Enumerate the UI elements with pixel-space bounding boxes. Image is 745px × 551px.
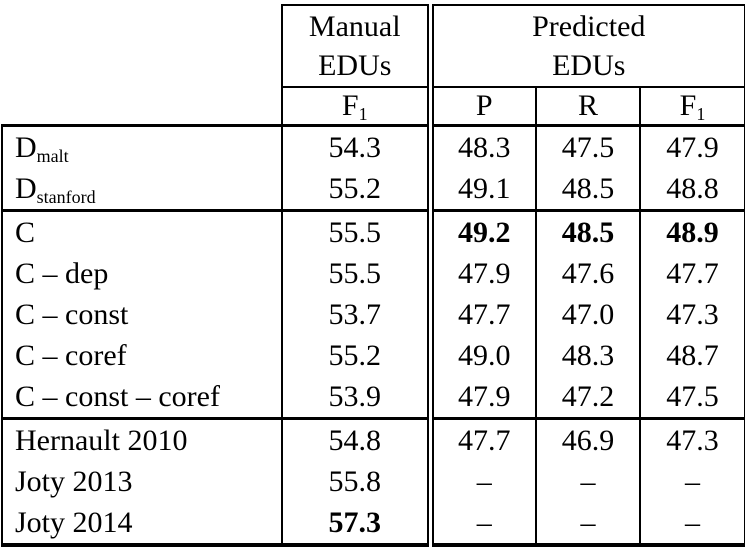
metric-header-cell: F1 <box>639 86 745 127</box>
value-cell: – <box>426 502 537 547</box>
row-label: C <box>1 209 283 253</box>
manual-header-line1: Manual <box>308 10 401 43</box>
text-main: F <box>341 89 359 122</box>
blank-metric-cell <box>2 87 282 127</box>
row-label: C – dep <box>1 253 283 294</box>
text-main: C – dep <box>15 256 109 290</box>
value-cell: – <box>535 502 641 547</box>
table-row: C – coref 55.2 49.0 48.3 48.7 <box>1 335 745 376</box>
table-row: Joty 2014 57.3– – – <box>1 502 745 547</box>
text-main: Joty 2013 <box>15 464 133 498</box>
manual-header-line2: EDUs <box>318 49 392 82</box>
value-cell: 53.9 <box>281 376 431 419</box>
value-cell: 55.5 <box>281 253 431 294</box>
row-label-subscript: stanford <box>36 186 96 207</box>
value-cell: – <box>639 502 745 547</box>
row-label: C – coref <box>1 335 283 376</box>
value-cell: 57.3 <box>281 502 431 547</box>
manual-edus-header: Manual EDUs <box>281 4 431 88</box>
value-cell: – <box>639 461 745 502</box>
group-header-row: Manual EDUs Predicted EDUs <box>2 4 745 88</box>
text-main: C – const – coref <box>15 379 220 413</box>
text-main: C <box>15 215 36 249</box>
value-cell: 47.9 <box>426 376 537 419</box>
value-cell: 47.9 <box>639 125 745 168</box>
value-cell: 48.9 <box>639 209 745 253</box>
table-row: Hernault 2010 54.8 47.7 46.9 47.3 <box>1 417 745 461</box>
value-cell: 47.7 <box>426 417 537 461</box>
value-cell: 55.2 <box>281 168 431 211</box>
value-cell: 48.3 <box>535 335 641 376</box>
value-cell: 49.2 <box>426 209 537 253</box>
value-cell: 54.3 <box>281 125 431 168</box>
value-cell: 53.7 <box>281 294 431 335</box>
text-main: R <box>577 89 598 122</box>
value-cell: 48.5 <box>535 209 641 253</box>
table-row: C – const – coref 53.9 47.9 47.2 47.5 <box>1 376 745 419</box>
text-main: P <box>475 89 493 122</box>
value-cell: 47.5 <box>639 376 745 419</box>
value-cell: 48.5 <box>535 168 641 211</box>
text-main: D <box>15 130 37 164</box>
text-main: D <box>15 171 37 205</box>
row-label: C – const <box>1 294 283 335</box>
metric-header-cell: F1 <box>281 86 431 127</box>
row-label: Joty 2014 <box>1 502 283 547</box>
metric-header-row: F1 P R F1 <box>2 86 745 127</box>
text-main: Hernault 2010 <box>15 423 188 457</box>
value-cell: 47.7 <box>639 253 745 294</box>
row-label: Joty 2013 <box>1 461 283 502</box>
value-cell: 47.6 <box>535 253 641 294</box>
text-main: C – coref <box>15 338 127 372</box>
predicted-edus-header: Predicted EDUs <box>426 4 745 88</box>
value-cell: 48.7 <box>639 335 745 376</box>
value-cell: 49.0 <box>426 335 537 376</box>
value-cell: – <box>426 461 537 502</box>
value-cell: 55.2 <box>281 335 431 376</box>
row-label: Dstanford <box>1 168 283 211</box>
row-label: C – const – coref <box>1 376 283 419</box>
results-table: Manual EDUs Predicted EDUs F1 P R F1 Dmalt 5… <box>1 4 745 547</box>
metric-subscript: 1 <box>358 104 368 125</box>
value-cell: 55.5 <box>281 209 431 253</box>
metric-subscript: 1 <box>696 104 706 125</box>
value-cell: 55.8 <box>281 461 431 502</box>
predicted-header-line1: Predicted <box>532 10 646 43</box>
value-cell: 48.8 <box>639 168 745 211</box>
row-label: Hernault 2010 <box>1 417 283 461</box>
value-cell: 47.7 <box>426 294 537 335</box>
predicted-header-line2: EDUs <box>552 49 626 82</box>
metric-header-cell: P <box>426 86 537 127</box>
text-main: F <box>679 89 697 122</box>
table-row: Dmalt 54.3 48.3 47.5 47.9 <box>1 125 745 168</box>
blank-corner-cell <box>2 5 282 87</box>
table-row: Joty 2013 55.8– – – <box>1 461 745 502</box>
table-row: C – const 53.7 47.7 47.0 47.3 <box>1 294 745 335</box>
value-cell: – <box>535 461 641 502</box>
table-row: C – dep 55.5 47.9 47.6 47.7 <box>1 253 745 294</box>
value-cell: 47.3 <box>639 294 745 335</box>
value-cell: 47.5 <box>535 125 641 168</box>
table-row: C 55.5 49.2 48.5 48.9 <box>1 209 745 253</box>
text-main: C – const <box>15 297 129 331</box>
value-cell: 49.1 <box>426 168 537 211</box>
value-cell: 46.9 <box>535 417 641 461</box>
table-row: Dstanford 55.2 49.1 48.5 48.8 <box>1 168 745 211</box>
value-cell: 54.8 <box>281 417 431 461</box>
value-cell: 47.2 <box>535 376 641 419</box>
value-cell: 47.9 <box>426 253 537 294</box>
metric-header-cell: R <box>535 86 641 127</box>
row-label-subscript: malt <box>36 145 69 166</box>
value-cell: 48.3 <box>426 125 537 168</box>
value-cell: 47.3 <box>639 417 745 461</box>
text-main: Joty 2014 <box>15 505 133 539</box>
row-label: Dmalt <box>1 125 283 168</box>
value-cell: 47.0 <box>535 294 641 335</box>
